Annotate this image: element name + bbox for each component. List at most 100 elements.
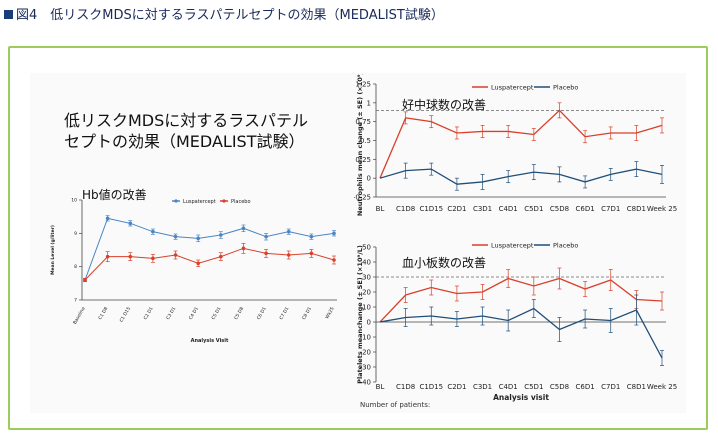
legend-label: Placebo <box>553 83 578 91</box>
series-line-1 <box>379 307 663 359</box>
x-tick-label: Baseline <box>72 306 87 326</box>
y-tick-label: 1 <box>367 99 371 107</box>
y-tick-label: 20 <box>362 288 371 296</box>
x-tick-label: C1D8 <box>396 383 415 391</box>
data-point <box>332 231 336 236</box>
series-line-1 <box>84 247 335 281</box>
data-point <box>196 261 200 266</box>
x-tick-label: C2D1 <box>447 205 466 213</box>
data-point <box>151 256 155 261</box>
y-tick-label: 40 <box>362 258 371 266</box>
x-tick-label: C1 D15 <box>118 306 132 324</box>
y-tick-label: 1.25 <box>355 80 371 88</box>
data-point <box>241 246 246 251</box>
y-tick-label: 0.25 <box>355 156 371 164</box>
y-tick-label: 0 <box>367 318 371 326</box>
data-point <box>309 251 314 256</box>
data-point <box>83 278 87 282</box>
legend-label: Placebo <box>231 199 251 205</box>
data-point <box>219 233 223 237</box>
figure-title-text: 図4 低リスクMDSに対するラスパテルセプトの効果（MEDALIST試験） <box>16 8 444 23</box>
y-tick-label: 0.5 <box>360 137 371 145</box>
y-axis-title: Platelets meanchange (± SE) (×10⁹/L) <box>356 245 364 384</box>
x-tick-label: Week 25 <box>647 383 677 391</box>
data-point <box>128 254 133 259</box>
x-tick-label: C4 D1 <box>188 306 200 321</box>
y-tick-label: -10 <box>360 333 371 341</box>
x-tick-label: BL <box>376 383 385 391</box>
data-point <box>309 234 314 239</box>
data-point <box>286 229 291 234</box>
data-point <box>173 234 178 239</box>
y-axis-title: Neutrophils mean change (± SE) (×10⁹/L) <box>356 74 364 216</box>
figure-title: 図4 低リスクMDSに対するラスパテルセプトの効果（MEDALIST試験） <box>4 4 444 23</box>
x-tick-label: C4D1 <box>499 383 518 391</box>
x-tick-label: C8 D1 <box>301 306 313 321</box>
neutrophil-chart: -0.25 0 0.25 0.5 0.75 1 1.25 BL C1D8 C1D15 C2D1 C3D… <box>354 74 677 216</box>
x-tick-label: C8D1 <box>627 383 646 391</box>
legend-label: Placebo <box>553 241 578 249</box>
x-tick-label: C2 D1 <box>143 306 155 321</box>
y-tick-label: -0.25 <box>354 193 371 201</box>
y-tick-label: 0 <box>367 175 371 183</box>
data-point <box>128 221 133 226</box>
footnote: Number of patients: <box>360 401 431 409</box>
hb-label: Hb値の改善 <box>82 188 147 202</box>
main-title: 低リスクMDSに対するラスパテル セプトの効果（MEDALIST試験） <box>64 110 308 152</box>
data-point <box>173 253 178 257</box>
x-tick-label: C1 D8 <box>97 306 109 321</box>
x-axis-title: Analysis Visit <box>191 338 229 344</box>
series-line-0 <box>379 109 663 179</box>
y-tick-label: -40 <box>360 378 371 386</box>
y-tick-label: 10 <box>71 198 77 204</box>
x-tick-label: C1D15 <box>419 383 443 391</box>
data-point <box>105 216 110 221</box>
data-point <box>151 229 155 234</box>
x-tick-label: C6D1 <box>575 383 594 391</box>
legend-label: Luspatercept <box>491 83 534 91</box>
x-tick-label: C7 D1 <box>278 306 290 321</box>
x-tick-label: C2D1 <box>447 383 466 391</box>
main-title-line1: 低リスクMDSに対するラスパテル <box>64 111 308 130</box>
main-title-line2: セプトの効果（MEDALIST試験） <box>64 132 305 151</box>
series-line-1 <box>379 168 663 185</box>
platelet-chart: -40 -30 -20 -10 0 10 20 30 40 50 BL C1D8 C1D15 C2D1 C3… <box>356 241 677 402</box>
y-tick-label: -30 <box>360 363 371 371</box>
legend-label: Luspatercept <box>183 199 216 205</box>
neutrophil-label: 好中球数の改善 <box>402 98 487 112</box>
platelet-label: 血小板数の改善 <box>402 256 487 270</box>
y-tick-label: 8 <box>74 264 77 270</box>
x-tick-label: C1D15 <box>419 205 443 213</box>
figure-panel <box>30 73 686 413</box>
data-point <box>219 254 223 259</box>
title-square-icon <box>4 10 13 19</box>
x-tick-label: C5D8 <box>550 205 569 213</box>
x-tick-label: C5D1 <box>524 383 543 391</box>
x-tick-label: C6D1 <box>575 205 594 213</box>
y-tick-label: -20 <box>360 348 371 356</box>
y-axis-title: Mean Level (g/liter) <box>50 225 56 275</box>
x-tick-label: C3D1 <box>473 205 492 213</box>
x-tick-label: C3D1 <box>473 383 492 391</box>
x-tick-label: Week 25 <box>647 205 677 213</box>
x-tick-label: C5D8 <box>550 383 569 391</box>
data-point <box>241 226 246 231</box>
x-tick-label: C5 D8 <box>233 306 245 321</box>
data-point <box>196 236 200 241</box>
x-axis-title: Analysis visit <box>493 393 549 402</box>
data-point <box>332 258 336 262</box>
x-tick-label: C1D8 <box>396 205 415 213</box>
legend-marker <box>174 199 178 203</box>
hb-chart: 7 8 9 10 Baseline C1 D8 C1 D15 C2 D1 C3 D1 C4 D1 C… <box>50 198 337 344</box>
x-tick-label: C3 D1 <box>165 306 177 321</box>
x-tick-label: C7D1 <box>601 205 620 213</box>
data-point <box>264 251 268 256</box>
x-tick-label: Wk25 <box>324 306 336 320</box>
legend-marker <box>222 199 226 203</box>
figure-frame <box>8 46 708 430</box>
series-line-0 <box>379 277 663 323</box>
y-tick-label: 9 <box>74 231 77 237</box>
y-tick-label: 50 <box>362 243 371 251</box>
legend-label: Luspatercept <box>491 241 534 249</box>
data-point <box>286 253 291 257</box>
